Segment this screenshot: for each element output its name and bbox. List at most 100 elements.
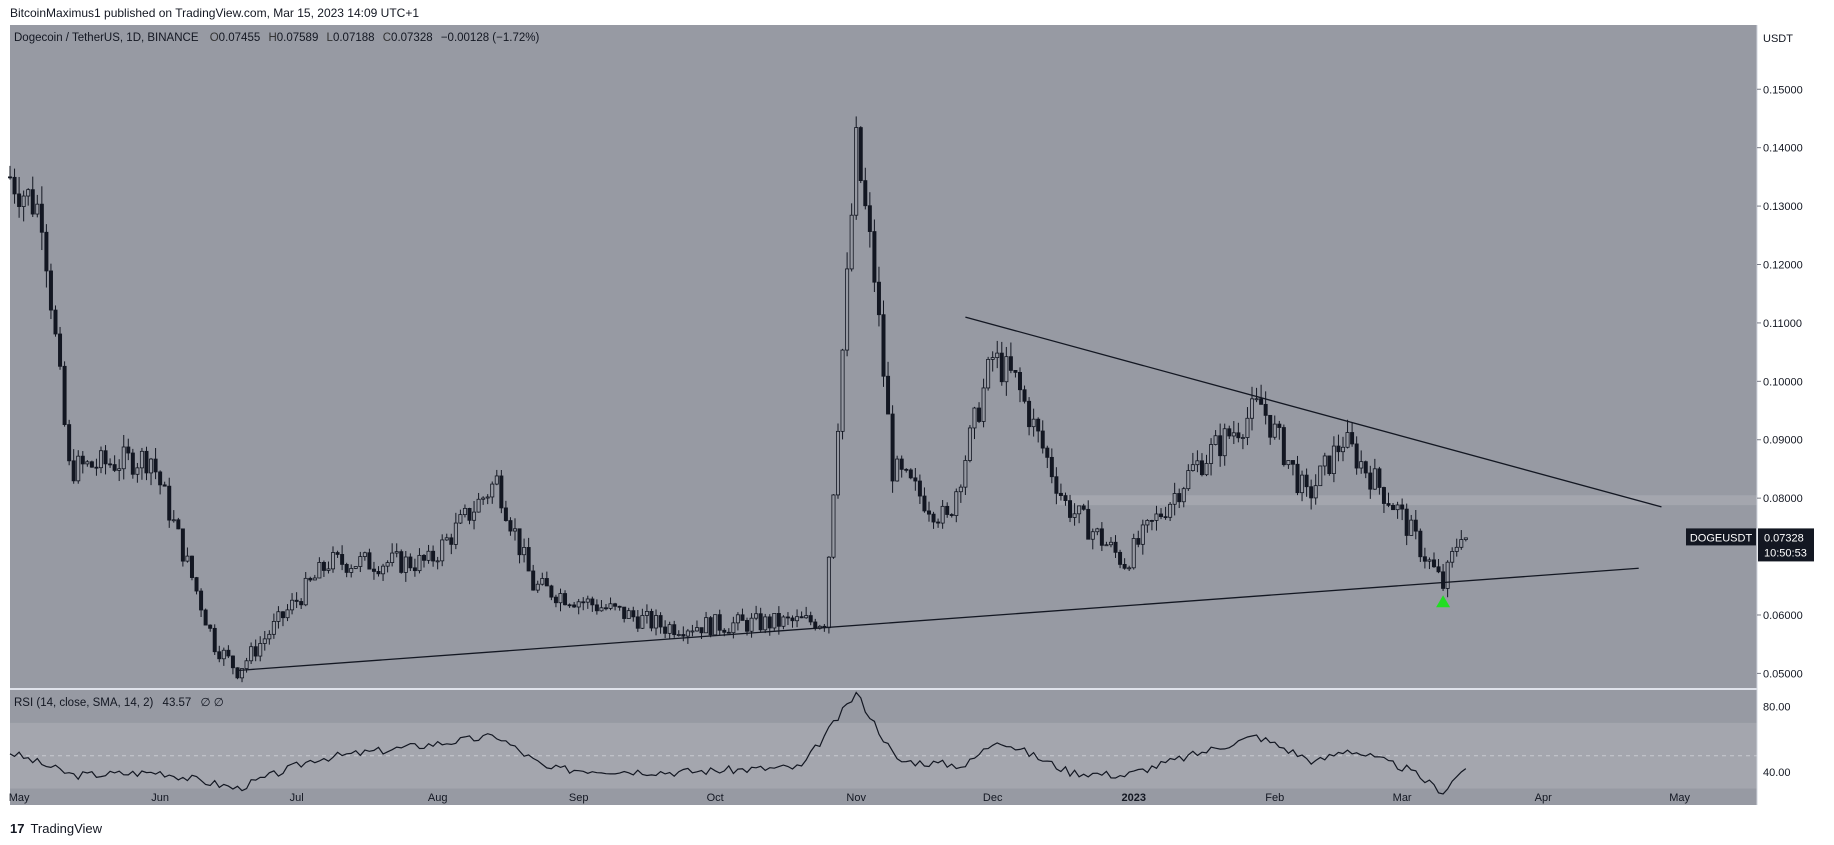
candle bbox=[39, 186, 44, 251]
candle bbox=[485, 494, 490, 505]
candle bbox=[1240, 434, 1245, 450]
last-price-tag: DOGEUSDT 0.07328 10:50:53 bbox=[1686, 528, 1814, 562]
time-tick-label: Oct bbox=[707, 792, 724, 804]
candle bbox=[663, 620, 668, 639]
candle bbox=[713, 614, 718, 636]
candle bbox=[808, 611, 813, 626]
price-tick-label: 0.09000 bbox=[1763, 435, 1803, 447]
candle bbox=[449, 533, 454, 555]
candle bbox=[312, 574, 317, 581]
candle bbox=[12, 168, 17, 204]
candle bbox=[1127, 565, 1132, 571]
candle bbox=[972, 406, 977, 440]
candle bbox=[603, 604, 608, 611]
candle bbox=[1140, 519, 1145, 555]
candle bbox=[981, 378, 986, 428]
candle bbox=[512, 518, 517, 541]
price-tick-label: 0.08000 bbox=[1763, 493, 1803, 505]
bar-countdown: 10:50:53 bbox=[1764, 547, 1807, 559]
candle bbox=[745, 617, 750, 636]
time-tick-label: Sep bbox=[569, 792, 589, 804]
candle bbox=[1318, 465, 1323, 487]
candle bbox=[1295, 455, 1300, 496]
last-price-value: 0.07328 bbox=[1764, 532, 1804, 544]
candle bbox=[540, 572, 545, 586]
candle bbox=[135, 462, 140, 483]
candle bbox=[1377, 466, 1382, 495]
candle bbox=[576, 598, 581, 615]
candle bbox=[1341, 436, 1345, 462]
candle bbox=[153, 448, 158, 480]
candle bbox=[1095, 527, 1100, 536]
candle bbox=[1431, 552, 1436, 568]
footer-brand: TradingView bbox=[30, 821, 103, 836]
candle bbox=[44, 224, 49, 288]
price-unit-label: USDT bbox=[1763, 33, 1793, 45]
candle bbox=[1290, 460, 1295, 476]
candle bbox=[1149, 519, 1154, 531]
time-tick-label: Jun bbox=[151, 792, 169, 804]
open-value: 0.07455 bbox=[219, 32, 261, 44]
change-value: −0.00128 (−1.72%) bbox=[441, 32, 540, 44]
price-axis[interactable]: USDT 0.15000 0.14000 0.13000 0.12000 0.11000… bbox=[1686, 25, 1834, 805]
candle bbox=[535, 580, 540, 593]
rsi-pane[interactable]: RSI (14, close, SMA, 14, 2) 43.57 ∅ ∅ bbox=[9, 690, 1757, 805]
candle bbox=[21, 190, 26, 222]
candle bbox=[617, 605, 622, 611]
candle bbox=[262, 630, 267, 651]
time-axis-labels[interactable]: May Jun Jul Aug Sep Oct Nov Dec 2023 Feb Mar Apr May bbox=[0, 786, 1834, 808]
candle bbox=[412, 558, 417, 577]
close-value: 0.07328 bbox=[391, 32, 433, 44]
candle bbox=[85, 460, 90, 467]
candle bbox=[481, 496, 486, 505]
candle bbox=[1345, 419, 1350, 449]
candle bbox=[1145, 519, 1150, 533]
candle bbox=[635, 610, 640, 632]
candle bbox=[667, 621, 672, 639]
resistance-zone bbox=[1056, 495, 1757, 506]
published-caption: BitcoinMaximus1 published on TradingView… bbox=[10, 6, 420, 20]
candle bbox=[1363, 460, 1368, 479]
candle bbox=[53, 305, 58, 337]
trendline[interactable] bbox=[965, 316, 1662, 508]
candle bbox=[180, 528, 185, 567]
candle bbox=[276, 606, 281, 629]
candle bbox=[917, 474, 922, 504]
price-tick-label: 0.15000 bbox=[1763, 84, 1803, 96]
candle bbox=[1400, 498, 1405, 521]
candle bbox=[271, 613, 276, 639]
candle bbox=[144, 446, 149, 481]
price-pane[interactable]: Dogecoin / TetherUS, 1D, BINANCE O0.0745… bbox=[8, 25, 1757, 688]
candle bbox=[522, 538, 527, 563]
tradingview-logo-icon: 17 bbox=[10, 821, 25, 836]
candle bbox=[531, 564, 536, 591]
candle bbox=[435, 556, 440, 570]
candle bbox=[1372, 458, 1377, 490]
candle bbox=[321, 560, 326, 577]
candle bbox=[1122, 558, 1127, 570]
svg-text:Dogecoin / TetherUS, 1D, BINAN: Dogecoin / TetherUS, 1D, BINANCE O0.0745… bbox=[14, 32, 539, 44]
candle bbox=[1213, 430, 1218, 446]
chart-canvas[interactable]: Dogecoin / TetherUS, 1D, BINANCE O0.0745… bbox=[0, 25, 1834, 805]
candle bbox=[799, 611, 804, 619]
candle bbox=[208, 624, 213, 632]
candle bbox=[98, 446, 103, 474]
candle bbox=[194, 576, 199, 595]
candle bbox=[1159, 508, 1164, 520]
candle bbox=[303, 571, 308, 607]
candle bbox=[967, 425, 972, 463]
ohlc-legend: Dogecoin / TetherUS, 1D, BINANCE O0.0745… bbox=[14, 32, 539, 44]
candle bbox=[1422, 547, 1427, 569]
candle bbox=[403, 550, 408, 582]
candle bbox=[499, 469, 504, 514]
candle bbox=[1259, 384, 1264, 405]
candle bbox=[904, 468, 909, 473]
candle bbox=[30, 176, 35, 218]
trendline[interactable] bbox=[237, 567, 1639, 672]
candle bbox=[48, 263, 53, 320]
candle bbox=[704, 611, 709, 634]
candle bbox=[940, 499, 945, 529]
candle bbox=[1086, 500, 1091, 540]
candle bbox=[8, 165, 12, 180]
candle bbox=[922, 487, 927, 513]
